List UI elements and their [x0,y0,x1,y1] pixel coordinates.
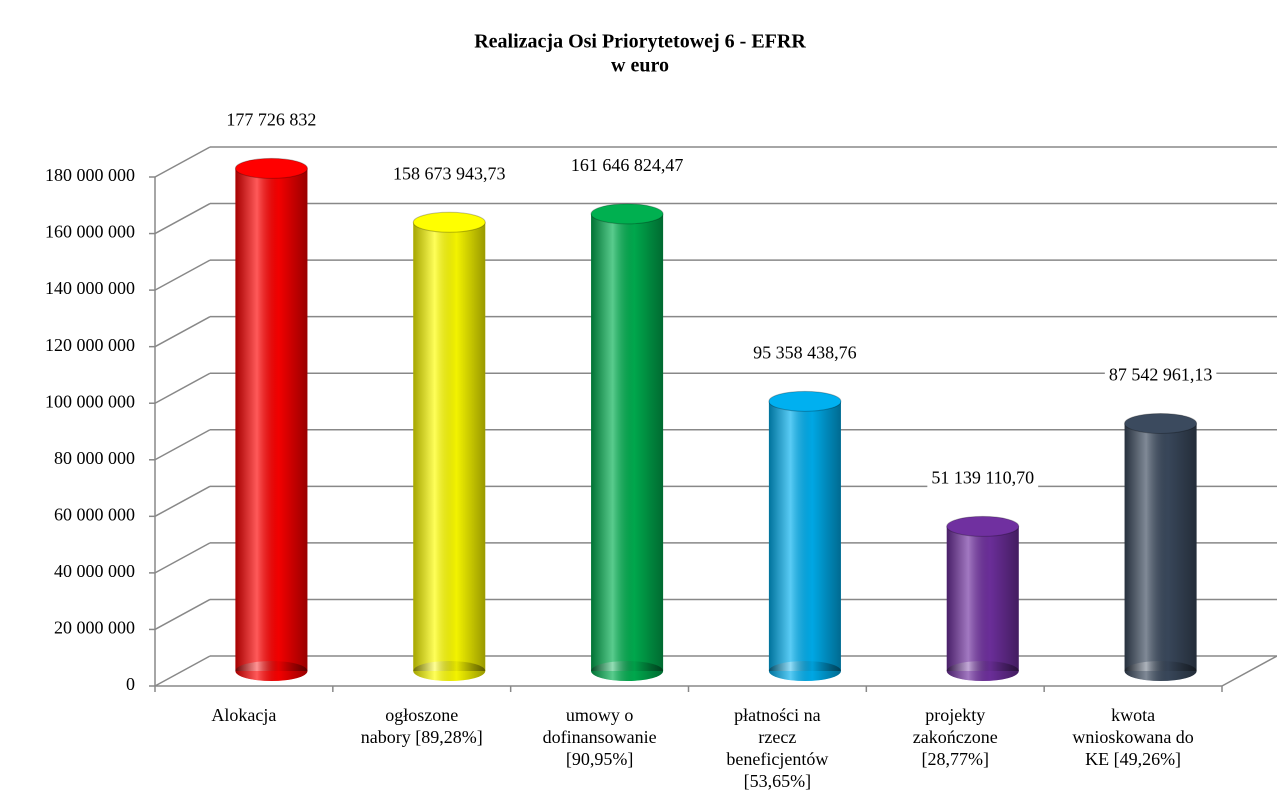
cylinder-body-shade [591,213,664,672]
x-tick-label: Alokacja [211,705,277,725]
cylinder [946,515,1020,681]
cylinder-top [1124,412,1198,434]
y-tick-label: 80 000 000 [54,448,135,468]
chart-title: Realizacja Osi Priorytetowej 6 - EFRR [474,31,806,53]
cylinder-top [946,515,1020,537]
cylinder [1124,412,1198,681]
cylinder-body-shade [413,222,486,671]
x-tick-label: kwota wnioskowana do KE [49,26%] [1072,705,1194,769]
y-tick-label: 100 000 000 [45,391,135,411]
cylinder [234,157,308,681]
y-tick-label: 20 000 000 [54,618,135,638]
grid-diagonal [154,202,211,235]
data-label-bg [749,340,861,365]
grid-diagonal [154,429,211,461]
y-tick-label: 0 [126,674,135,694]
cylinder [768,390,842,681]
cylinder [412,211,486,681]
cylinder-body-shade [235,168,308,671]
cylinder-top [590,203,664,225]
y-tick-label: 60 000 000 [54,504,135,524]
cylinder-top [234,157,308,179]
data-label: 158 673 943,73 [393,163,506,183]
x-tick-label: projekty zakończone [28,77%] [912,705,998,769]
cylinder-body-shade [946,526,1019,671]
cylinder-body-shade [1124,423,1197,671]
grid-diagonal [154,598,211,631]
grid-diagonal [154,146,211,178]
cylinder [590,203,664,681]
cylinder-body-shade [768,401,841,671]
data-label-bg [1104,362,1217,387]
data-label: 161 646 824,47 [571,155,684,175]
y-tick-label: 40 000 000 [54,561,135,581]
grid-diagonal [154,259,211,291]
x-tick-label: ogłoszone nabory [89,28%] [360,705,483,747]
x-tick-label: płatności na rzecz beneficjentów [53,65%… [726,705,829,791]
data-label-bg [927,465,1039,490]
y-tick-label: 160 000 000 [45,222,135,242]
cylinder-top [768,390,842,412]
grid-diagonal [154,316,211,348]
data-label: 95 358 438,76 [753,342,857,362]
x-tick-label: umowy o dofinansowanie [90,95%] [542,705,657,769]
data-label: 177 726 832 [226,110,316,130]
data-label-bg [222,107,321,132]
y-tick-label: 140 000 000 [45,278,135,298]
data-label: 87 542 961,13 [1109,365,1213,385]
data-label: 51 139 110,70 [931,468,1034,488]
data-label-bg [566,153,688,178]
y-tick-label: 120 000 000 [45,335,135,355]
grid-diagonal [154,542,211,574]
y-tick-label: 180 000 000 [45,165,135,185]
chart-subtitle: w euro [611,55,669,77]
grid-diagonal [154,655,211,687]
floor-right [1221,655,1277,687]
data-label-bg [389,161,510,186]
cylinder-top [412,211,486,233]
grid-diagonal [154,485,211,517]
grid-diagonal [154,372,211,404]
